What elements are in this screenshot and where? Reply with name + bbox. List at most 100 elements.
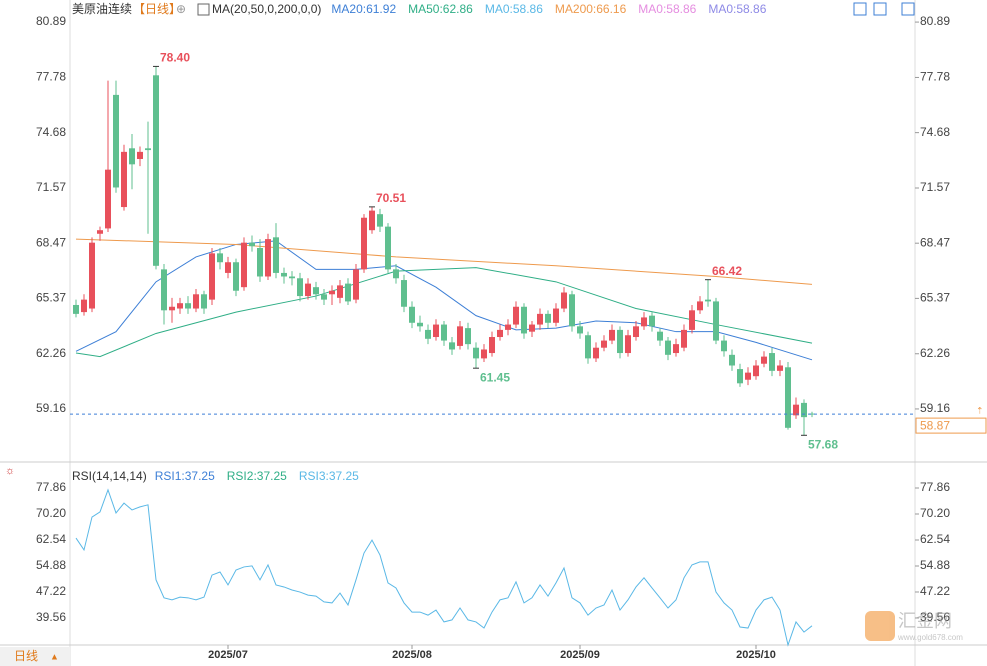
candle-body [393,269,399,279]
candle-body [89,242,95,309]
legend-entry: MA0:58.86 [485,2,543,16]
watermark-name: 汇金网 [898,611,952,631]
candle-body [409,306,415,323]
legend-entry: MA200:66.16 [555,2,627,16]
candle-body [537,313,543,325]
annotation-label: 78.40 [160,51,190,65]
candle-body [329,290,335,295]
candle-body [97,230,103,234]
legend-entry: MA0:58.86 [708,2,766,16]
candle-body [257,248,263,277]
last-price-box [915,417,987,434]
candle-body [665,340,671,355]
candle-body [761,356,767,364]
y-tick-label-left: 70.20 [36,506,66,520]
candle-body [809,413,815,415]
candle-body [153,75,159,266]
candle-body [193,294,199,309]
candle-body [705,299,711,302]
candle-body [137,151,143,159]
candle-body [449,342,455,350]
candle-body [81,299,87,313]
candle-body [489,337,495,354]
candle-body [721,340,727,352]
candle-body [737,369,743,384]
candle-body [129,148,135,165]
period-label: 【日线】 [133,2,181,16]
candle-body [169,306,175,311]
settings-icon[interactable]: ⊕ [176,2,186,16]
y-tick-label: 80.89 [920,14,950,28]
candle-body [545,313,551,323]
y-tick-label-left: 80.89 [36,14,66,28]
y-tick-label-left: 65.37 [36,291,66,305]
x-tick-label: 2025/07 [208,649,248,661]
candle-body [273,237,279,273]
candle-body [753,365,759,377]
y-tick-label: 59.16 [920,401,950,415]
candle-body [337,285,343,298]
candle-body [289,276,295,279]
y-tick-label-left: 71.57 [36,180,66,194]
y-tick-label-left: 62.26 [36,346,66,360]
candle-body [585,335,591,359]
y-tick-label: 65.37 [920,291,950,305]
y-tick-label: 39.56 [920,610,950,624]
candle-body [521,306,527,334]
candle-body [673,344,679,354]
candle-body [345,283,351,302]
y-tick-label-left: 39.56 [36,610,66,624]
candle-body [785,367,791,428]
period-button[interactable]: 日线 [14,649,38,663]
y-tick-label-left: 62.54 [36,532,66,546]
candle-body [185,303,191,309]
candle-body [625,335,631,354]
candle-body [577,326,583,334]
candle-body [241,242,247,288]
indicator-icon[interactable] [197,3,210,16]
ma-line [75,240,813,361]
legend-entry: RSI3:37.25 [299,469,359,483]
rsi-label: RSI(14,14,14) [72,469,147,483]
candle-body [369,210,375,231]
y-tick-label: 70.20 [920,506,950,520]
candle-body [697,301,703,311]
candle-body [441,324,447,341]
period-button-bg[interactable] [0,647,70,666]
candle-body [633,326,639,338]
rsi-settings-icon[interactable]: ☼ [5,465,15,477]
candle-body [305,283,311,297]
icon-expand[interactable] [873,2,887,16]
candle-body [769,353,775,371]
candle-body [105,169,111,229]
candle-body [401,280,407,307]
candle-body [457,326,463,346]
icon-close[interactable] [901,2,915,16]
candle-body [201,294,207,309]
y-tick-label-left: 77.78 [36,70,66,84]
y-tick-label-left: 68.47 [36,235,66,249]
candle-body [729,354,735,366]
legend-entry: RSI2:37.25 [227,469,287,483]
candle-body [281,272,287,277]
annotation-label: 70.51 [376,191,406,205]
y-tick-label: 71.57 [920,180,950,194]
legend-entry: MA0:58.86 [638,2,696,16]
candle-body [473,347,479,359]
candle-body [481,349,487,359]
candle-body [505,324,511,330]
candle-body [433,324,439,338]
candle-body [569,294,575,327]
period-button-arrow[interactable]: ▲ [50,651,59,661]
icon-move[interactable] [853,2,867,16]
candle-body [353,269,359,300]
legend-entry: RSI1:37.25 [155,469,215,483]
candle-body [801,402,807,418]
y-tick-label-left: 47.22 [36,584,66,598]
y-tick-label: 77.86 [920,480,950,494]
candle-body [265,239,271,277]
y-tick-label-left: 59.16 [36,401,66,415]
candle-body [121,151,127,208]
